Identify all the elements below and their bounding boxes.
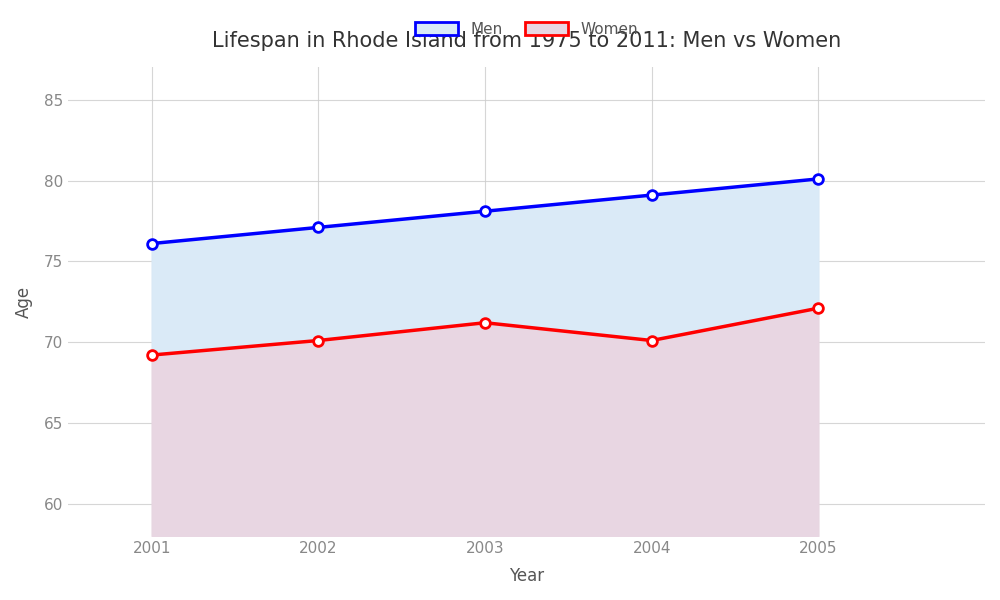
- Legend: Men, Women: Men, Women: [408, 14, 646, 44]
- Title: Lifespan in Rhode Island from 1975 to 2011: Men vs Women: Lifespan in Rhode Island from 1975 to 20…: [212, 31, 841, 50]
- X-axis label: Year: Year: [509, 567, 544, 585]
- Y-axis label: Age: Age: [15, 286, 33, 318]
